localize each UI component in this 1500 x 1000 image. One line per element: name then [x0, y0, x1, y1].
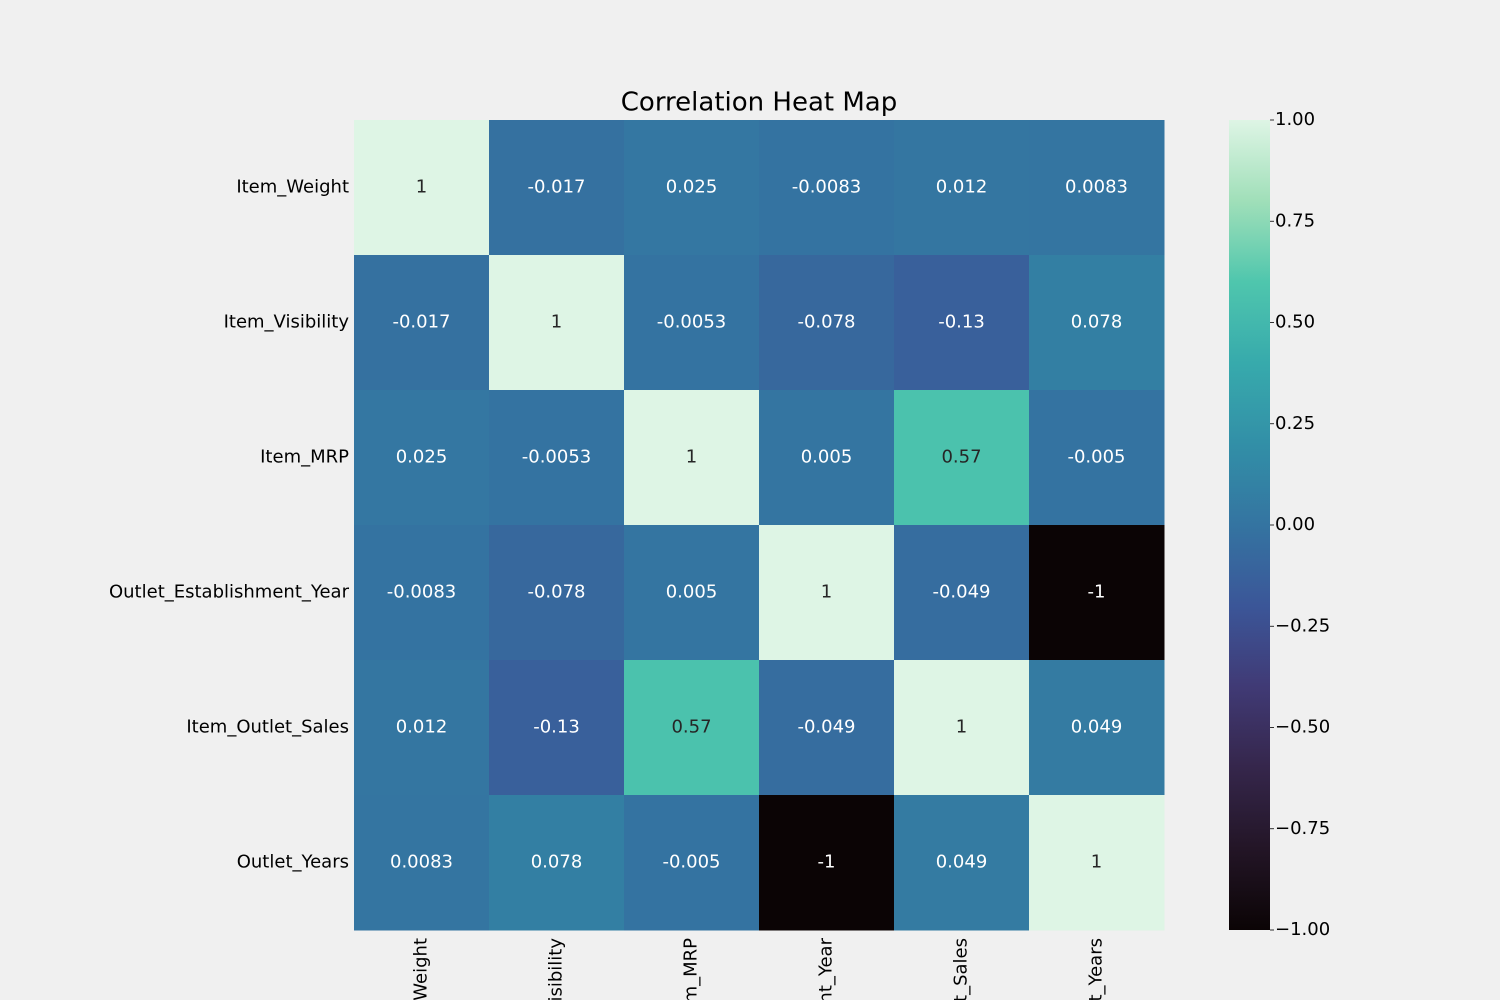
cell-label: 0.025: [396, 447, 448, 468]
colorbar-tick-label: −1.00: [1275, 919, 1330, 940]
cell-label: -0.049: [797, 717, 855, 738]
heatmap-cell: [894, 255, 1030, 391]
cell-label: 1: [821, 582, 832, 603]
cell-label: 1: [416, 177, 427, 198]
y-tick-label: Item_Visibility: [224, 312, 350, 333]
heatmap-cell: [759, 255, 895, 391]
x-tick-label: Item_Weight: [411, 938, 432, 1000]
cell-label: -0.13: [938, 312, 985, 333]
x-tick-label: Item_MRP: [681, 938, 702, 1000]
heatmap-cell: [489, 255, 625, 391]
cell-label: 0.049: [1071, 717, 1123, 738]
cell-label: 1: [551, 312, 562, 333]
heatmap-cell: [489, 795, 625, 931]
cell-label: -0.005: [662, 852, 720, 873]
y-tick-label: Outlet_Years: [237, 852, 349, 873]
cell-label: 0.0083: [1065, 177, 1128, 198]
cell-label: 1: [956, 717, 967, 738]
heatmap-cell: [624, 255, 760, 391]
x-tick-label: Item_Visibility: [546, 938, 567, 1000]
cell-label: 0.005: [801, 447, 853, 468]
y-tick-label: Item_MRP: [260, 447, 349, 468]
cell-label: -1: [1088, 582, 1106, 603]
cell-label: -0.017: [527, 177, 585, 198]
cell-label: -0.0083: [387, 582, 456, 603]
heatmap-cell: [489, 660, 625, 796]
heatmap-cell: [894, 390, 1030, 526]
heatmap-cell: [1029, 525, 1165, 661]
colorbar-tick-label: 0.25: [1275, 413, 1315, 434]
cell-label: 0.012: [936, 177, 988, 198]
heatmap-cell: [759, 525, 895, 661]
colorbar: [1229, 120, 1270, 930]
cell-label: 1: [686, 447, 697, 468]
colorbar-tick-label: −0.75: [1275, 818, 1330, 839]
heatmap-cell: [624, 390, 760, 526]
cell-label: -0.078: [527, 582, 585, 603]
cell-label: 0.57: [941, 447, 981, 468]
heatmap-cell: [354, 660, 490, 796]
heatmap-cell: [759, 795, 895, 931]
cell-label: 0.57: [671, 717, 711, 738]
heatmap-cell: [354, 795, 490, 931]
cell-label: -1: [818, 852, 836, 873]
colorbar-tick-label: −0.50: [1275, 717, 1330, 738]
cell-label: -0.078: [797, 312, 855, 333]
colorbar-tick-label: 0.00: [1275, 514, 1315, 535]
heatmap-cell: [1029, 795, 1165, 931]
cell-label: -0.017: [392, 312, 450, 333]
heatmap-cell: [624, 795, 760, 931]
heatmap-cell: [894, 660, 1030, 796]
cell-label: 0.049: [936, 852, 988, 873]
x-tick-label: Outlet_Years: [1086, 938, 1107, 1000]
heatmap-cell: [489, 120, 625, 256]
heatmap-cell: [1029, 390, 1165, 526]
heatmap-cell: [1029, 660, 1165, 796]
heatmap-cell: [489, 525, 625, 661]
x-tick-label: Item_Outlet_Sales: [951, 938, 972, 1000]
heatmap-cell: [354, 525, 490, 661]
heatmap-cell: [624, 120, 760, 256]
cell-label: 0.025: [666, 177, 718, 198]
heatmap-cell: [759, 120, 895, 256]
cell-label: 1: [1091, 852, 1102, 873]
cell-label: -0.0053: [657, 312, 726, 333]
chart-title: Correlation Heat Map: [621, 88, 897, 118]
cell-label: -0.005: [1067, 447, 1125, 468]
cell-label: 0.005: [666, 582, 718, 603]
y-tick-label: Item_Weight: [236, 177, 349, 198]
x-tick-label: Outlet_Establishment_Year: [816, 937, 837, 1000]
y-tick-label: Outlet_Establishment_Year: [109, 582, 350, 603]
heatmap-cell: [1029, 255, 1165, 391]
heatmap-cell: [354, 120, 490, 256]
cell-label: -0.0083: [792, 177, 861, 198]
cell-label: 0.0083: [390, 852, 453, 873]
heatmap-cell: [1029, 120, 1165, 256]
colorbar-tick-label: 1.00: [1275, 109, 1315, 130]
heatmap-cell: [354, 390, 490, 526]
heatmap-cell: [354, 255, 490, 391]
heatmap-cell: [624, 525, 760, 661]
colorbar-tick-label: 0.75: [1275, 210, 1315, 231]
colorbar-tick-label: −0.25: [1275, 615, 1330, 636]
heatmap-cell: [489, 390, 625, 526]
heatmap-cell: [894, 120, 1030, 256]
heatmap-cell: [624, 660, 760, 796]
heatmap-cell: [894, 525, 1030, 661]
y-tick-label: Item_Outlet_Sales: [186, 717, 349, 738]
colorbar-tick-label: 0.50: [1275, 312, 1315, 333]
cell-label: -0.13: [533, 717, 580, 738]
cell-label: 0.078: [1071, 312, 1123, 333]
heatmap-cell: [759, 390, 895, 526]
cell-label: -0.049: [932, 582, 990, 603]
heatmap-cell: [759, 660, 895, 796]
heatmap-cell: [894, 795, 1030, 931]
cell-label: 0.078: [531, 852, 583, 873]
cell-label: 0.012: [396, 717, 448, 738]
cell-label: -0.0053: [522, 447, 591, 468]
